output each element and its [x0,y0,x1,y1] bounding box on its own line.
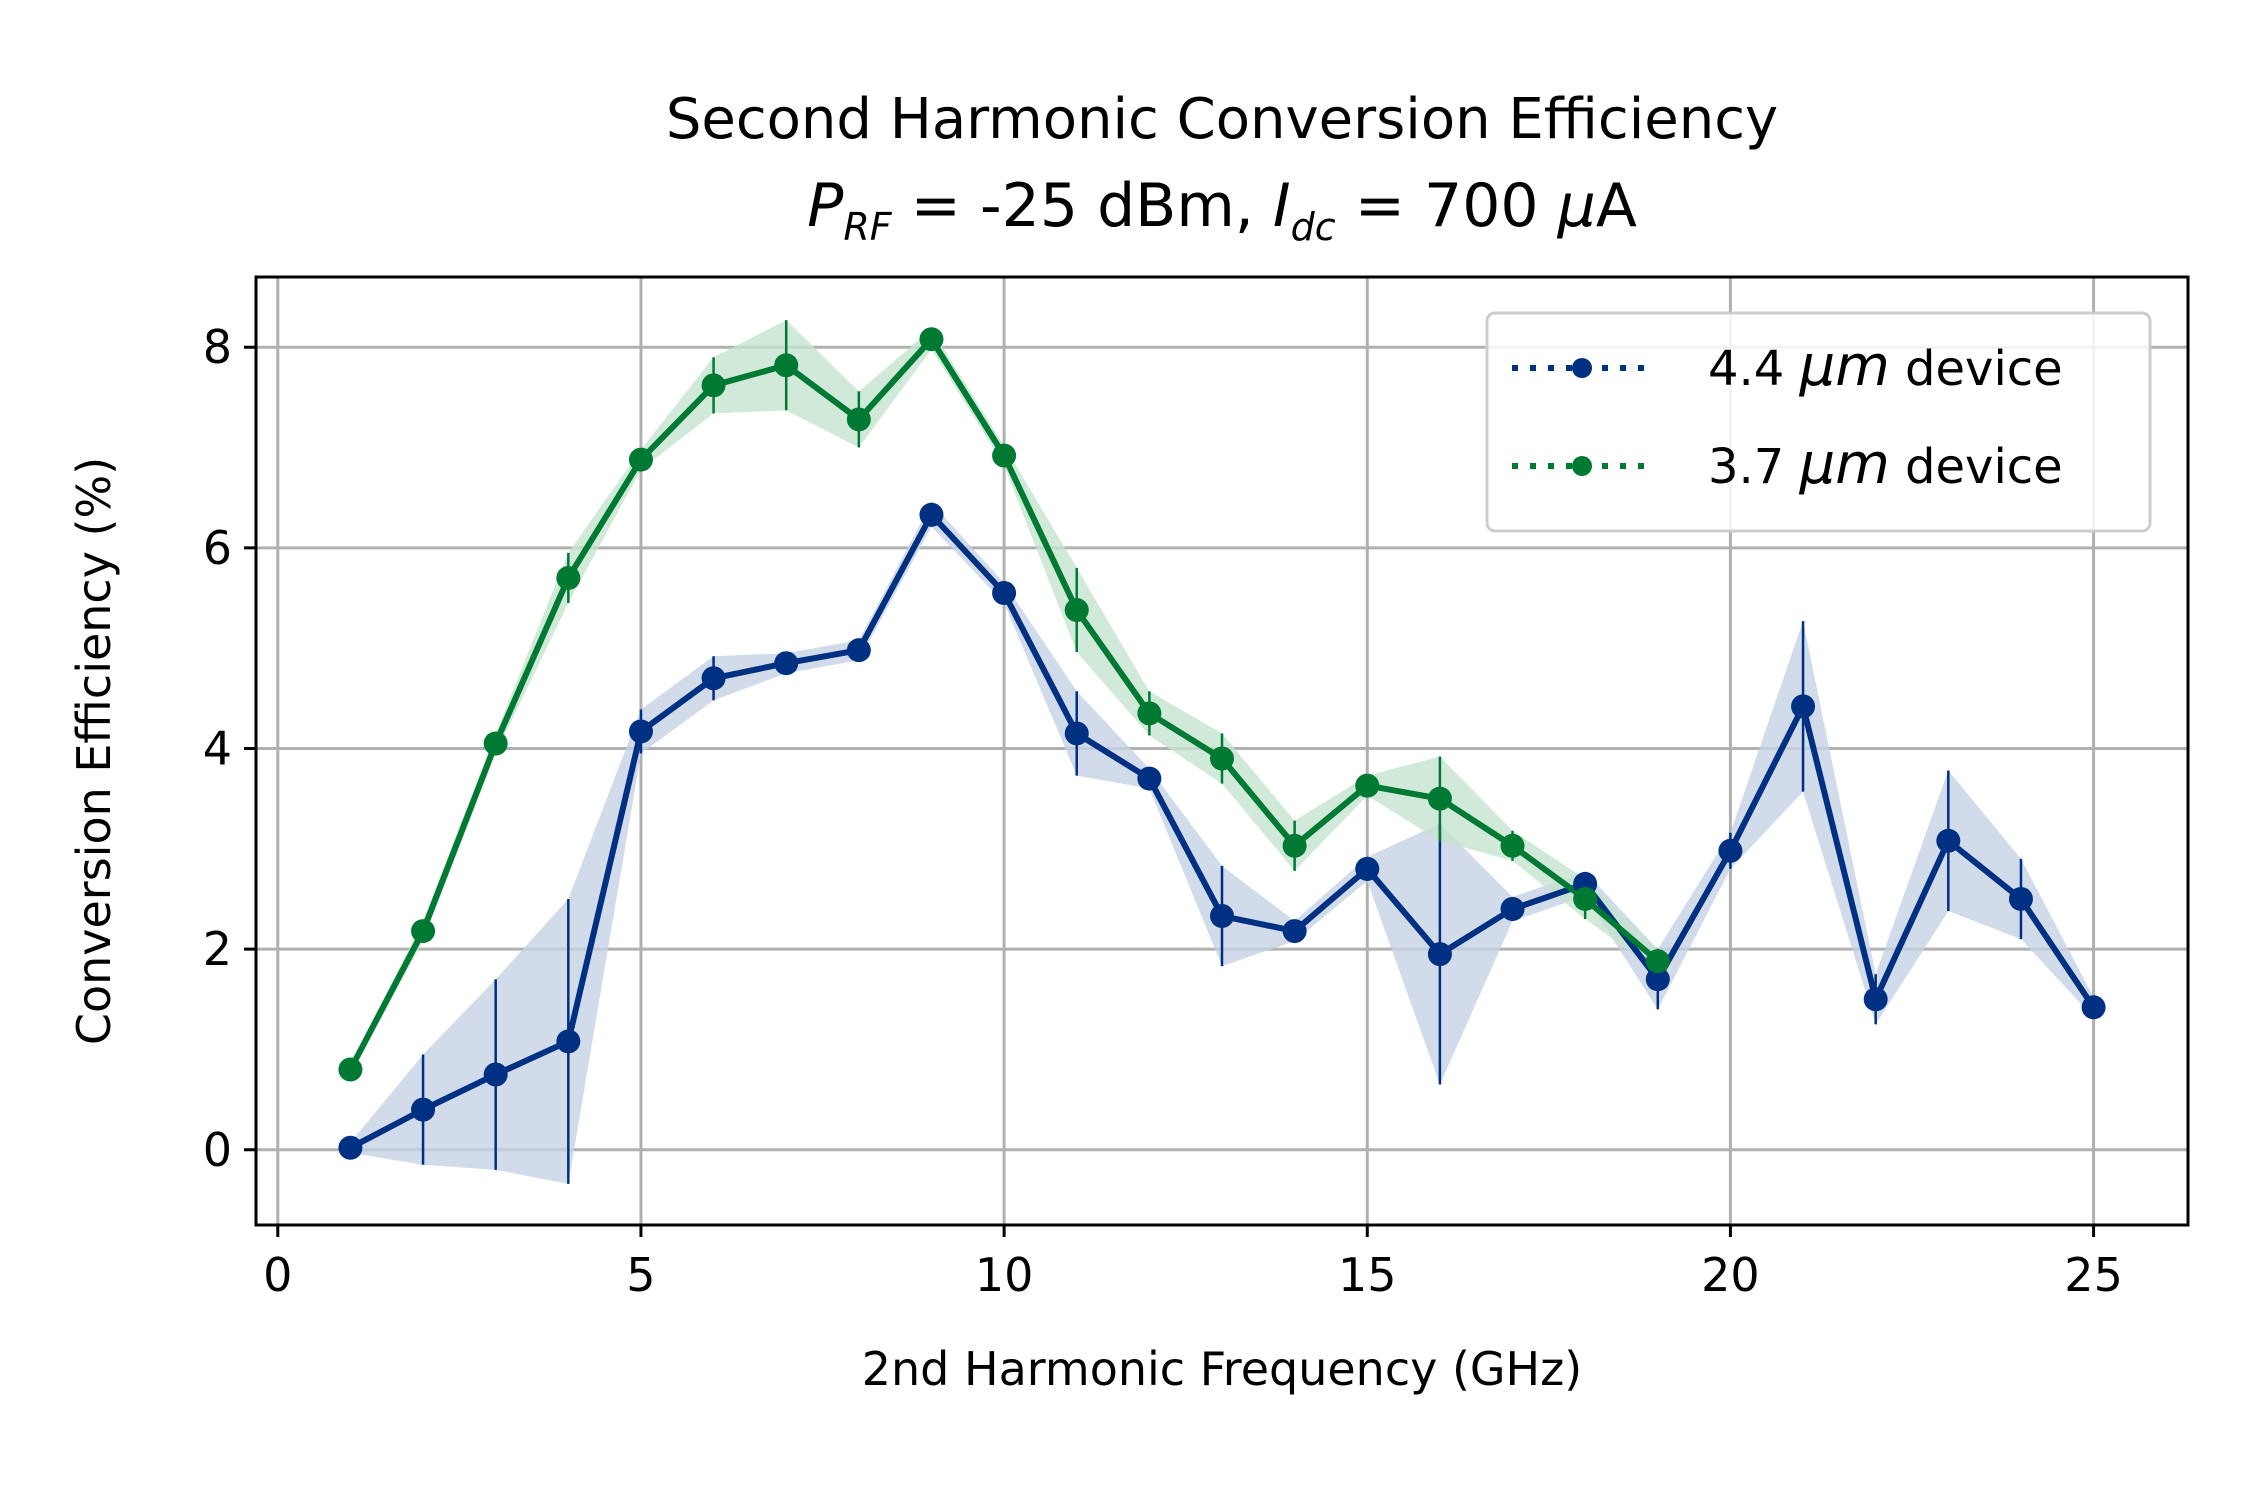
data-point [1210,904,1234,929]
data-point [1500,897,1525,921]
x-tick-label: 15 [1338,1248,1397,1302]
data-point [628,719,653,744]
x-tick-label: 25 [2064,1248,2123,1302]
data-point [1282,833,1307,858]
data-point [1936,828,1961,853]
data-point [483,731,508,756]
data-point [1355,773,1380,798]
y-tick-label: 8 [203,320,232,374]
data-point [1064,721,1089,746]
legend-item-44um: 4.4 μm device [1512,334,2063,399]
data-point [1718,838,1743,863]
plot-frame [254,275,2190,1227]
y-axis-label: Conversion Efficiency (%) [67,457,121,1045]
data-point [919,502,944,527]
x-tick-label: 20 [1701,1248,1760,1302]
data-point [483,1062,508,1087]
data-point [701,666,726,691]
chart-subtitle: PRF = -25 dBm, Idc = 700 μA [807,171,1637,249]
data-point [846,407,871,432]
data-point [411,1097,436,1122]
data-point [774,353,799,378]
data-point [992,581,1017,605]
data-point [1137,701,1162,726]
x-tick-label: 0 [263,1248,292,1302]
x-tick-label: 5 [626,1248,655,1302]
data-point [774,651,799,676]
data-point [556,565,581,590]
data-point [1137,766,1162,791]
axis-ticks: 0 5 10 15 20 25 0 2 4 6 8 [203,320,2123,1302]
data-point [1282,919,1307,944]
series-points [338,327,2106,1160]
data-point [2008,886,2033,911]
data-point [1210,746,1234,771]
data-point [701,373,726,398]
data-point [1573,886,1598,911]
data-point [992,443,1017,468]
data-point [411,919,436,944]
data-point [1500,833,1525,858]
x-axis-label: 2nd Harmonic Frequency (GHz) [862,1342,1582,1396]
legend: 4.4 μm device 3.7 μm device [1485,311,2152,533]
legend-item-37um: 3.7 μm device [1512,432,2063,497]
data-point [1355,856,1380,881]
legend-box [1485,311,2152,533]
data-point [1791,694,1816,719]
data-point [338,1135,363,1160]
data-point [1064,598,1089,623]
legend-label-37um: 3.7 μm device [1708,432,2063,497]
data-point [846,638,871,663]
legend-label-44um: 4.4 μm device [1708,334,2063,399]
x-tick-label: 10 [975,1248,1034,1302]
chart-title: Second Harmonic Conversion Efficiency [666,87,1778,152]
data-point [338,1057,363,1082]
data-point [2081,995,2106,1020]
data-point [1645,967,1670,992]
data-point [628,447,653,472]
data-point [1863,987,1888,1012]
data-point [919,327,944,352]
y-tick-label: 0 [203,1123,232,1177]
y-tick-label: 2 [203,922,232,976]
data-point [556,1029,581,1054]
data-point [1427,786,1452,811]
y-tick-label: 6 [203,521,232,575]
y-tick-label: 4 [203,721,232,775]
data-point [1427,942,1452,967]
data-point [1645,949,1670,974]
